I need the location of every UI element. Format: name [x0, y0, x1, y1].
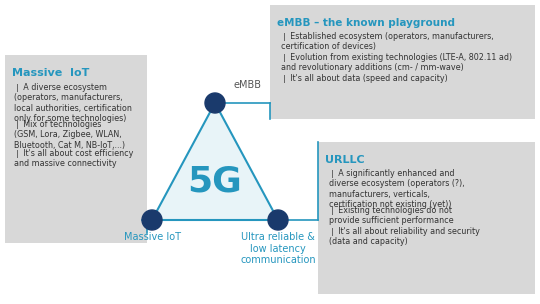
Circle shape — [205, 93, 225, 113]
Text: Massive IoT: Massive IoT — [124, 232, 180, 242]
Text: ❘ A diverse ecosystem
(operators, manufacturers,
local authorities, certificatio: ❘ A diverse ecosystem (operators, manufa… — [14, 83, 132, 123]
Text: URLLC: URLLC — [325, 155, 364, 165]
Text: ❘ A significantly enhanced and
diverse ecosystem (operators (?),
manufacturers, : ❘ A significantly enhanced and diverse e… — [329, 169, 464, 209]
Text: eMBB: eMBB — [233, 80, 261, 90]
Text: ❘ Mix of technologies
(GSM, Lora, Zigbee, WLAN,
Bluetooth, Cat M, NB-IoT,...): ❘ Mix of technologies (GSM, Lora, Zigbee… — [14, 120, 125, 150]
Text: ❘ Existing technologies do not
provide sufficient performance: ❘ Existing technologies do not provide s… — [329, 206, 454, 225]
Text: ❘ Evolution from existing technologies (LTE-A, 802.11 ad)
and revolutionary addi: ❘ Evolution from existing technologies (… — [281, 53, 512, 72]
FancyBboxPatch shape — [5, 55, 147, 243]
Circle shape — [268, 210, 288, 230]
Text: Massive  IoT: Massive IoT — [12, 68, 90, 78]
Text: 5G: 5G — [187, 164, 242, 198]
Text: Ultra reliable &
low latency
communication: Ultra reliable & low latency communicati… — [240, 232, 316, 265]
Text: ❘ Established ecosystem (operators, manufacturers,
certification of devices): ❘ Established ecosystem (operators, manu… — [281, 32, 494, 51]
Text: ❘ It's all about reliability and security
(data and capacity): ❘ It's all about reliability and securit… — [329, 227, 480, 247]
Polygon shape — [152, 103, 278, 220]
FancyBboxPatch shape — [270, 5, 535, 119]
Text: ❘ It's all about cost efficiency
and massive connectivity: ❘ It's all about cost efficiency and mas… — [14, 149, 133, 168]
FancyBboxPatch shape — [318, 142, 535, 294]
Text: ❘ It's all about data (speed and capacity): ❘ It's all about data (speed and capacit… — [281, 74, 448, 83]
Circle shape — [142, 210, 162, 230]
Text: eMBB – the known playground: eMBB – the known playground — [277, 18, 455, 28]
